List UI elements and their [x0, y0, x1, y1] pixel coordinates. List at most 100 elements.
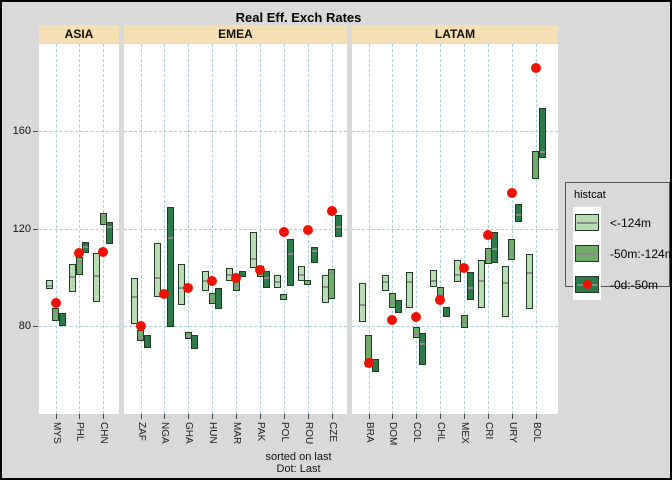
- range-box-light-bol: [525, 254, 533, 309]
- median-line: [94, 274, 100, 277]
- v-gridline: [236, 44, 238, 414]
- median-line: [138, 337, 143, 340]
- median-line: [526, 272, 532, 275]
- median-line: [155, 277, 161, 280]
- range-box-dark-mys: [58, 312, 66, 326]
- x-axis-tick: [140, 414, 142, 419]
- v-gridline: [464, 44, 466, 414]
- v-gridline: [140, 44, 142, 414]
- x-axis-label-hun: HUN: [207, 422, 219, 444]
- h-gridline: [124, 326, 347, 327]
- x-axis-label-gha: GHA: [183, 422, 195, 444]
- median-line: [311, 250, 317, 253]
- range-box-dark-gha: [191, 334, 199, 350]
- median-line: [209, 299, 215, 302]
- h-gridline: [124, 228, 347, 230]
- range-box-dark-cri: [491, 232, 498, 263]
- h-gridline: [352, 228, 558, 230]
- v-gridline: [103, 44, 105, 414]
- range-box-light-cri: [478, 260, 485, 308]
- caption-line-2: Dot: Last: [276, 463, 321, 475]
- range-box-light-rou: [297, 266, 305, 281]
- x-axis-tick: [55, 414, 57, 419]
- x-axis-tick: [188, 414, 190, 419]
- range-box-medium-col: [412, 327, 420, 339]
- median-line: [70, 276, 76, 279]
- legend-item-medium: -50m:-124m: [573, 238, 672, 269]
- range-box-dark-cze: [334, 215, 342, 238]
- median-line: [131, 295, 137, 298]
- range-box-dark-chn: [106, 222, 114, 245]
- range-box-medium-phl: [75, 256, 83, 275]
- range-box-medium-pol: [280, 294, 288, 301]
- median-line: [329, 272, 335, 275]
- x-axis-label-rou: ROU: [302, 422, 314, 445]
- range-box-medium-mex: [460, 315, 468, 329]
- x-axis-label-pak: PAK: [255, 422, 266, 442]
- y-axis-label: 160: [12, 125, 31, 137]
- last-dot-gha: [183, 283, 194, 294]
- legend-item-label: -50m:-124m: [610, 246, 672, 261]
- x-axis-tick: [488, 414, 489, 419]
- x-axis-label-ury: URY: [506, 422, 518, 443]
- y-axis-tick: [33, 326, 38, 327]
- median-line: [335, 226, 341, 229]
- x-axis-label-phl: PHL: [74, 422, 86, 442]
- x-axis-label-zaf: ZAF: [135, 422, 147, 441]
- last-dot-cze: [326, 206, 337, 217]
- v-gridline: [188, 44, 190, 414]
- x-axis-label-dom: DOM: [387, 422, 399, 446]
- x-axis-tick: [368, 414, 370, 419]
- legend-item-label: -0d:-50m: [610, 277, 659, 292]
- legend-item-dark: -0d:-50m: [573, 269, 670, 300]
- x-axis-label-mys: MYS: [50, 422, 62, 444]
- h-gridline: [124, 131, 347, 132]
- range-box-dark-pak: [263, 271, 270, 289]
- v-gridline: [535, 44, 537, 414]
- v-gridline: [164, 44, 166, 414]
- range-box-light-chl: [430, 269, 438, 287]
- last-dot-mex: [459, 262, 470, 273]
- x-axis-tick: [511, 414, 513, 419]
- last-dot-phl: [74, 247, 85, 258]
- last-dot-mys: [50, 297, 61, 308]
- median-line: [359, 304, 365, 307]
- v-gridline: [511, 44, 513, 414]
- x-axis-label-col: COL: [411, 422, 423, 443]
- range-box-dark-phl: [82, 241, 90, 253]
- median-line: [83, 245, 89, 248]
- last-dot-col: [411, 312, 422, 323]
- last-dot-dom: [387, 314, 398, 325]
- median-line: [274, 280, 280, 283]
- y-axis-tick: [33, 131, 38, 132]
- x-axis-label-mar: MAR: [231, 422, 243, 445]
- last-dot-hun: [207, 275, 218, 286]
- median-line: [533, 161, 539, 164]
- facet-strip-emea: EMEA: [124, 25, 347, 43]
- median-line: [468, 287, 474, 289]
- x-axis-tick: [535, 414, 537, 419]
- median-line: [203, 279, 209, 282]
- median-line: [492, 248, 497, 250]
- x-axis-tick: [79, 414, 81, 419]
- median-line: [168, 237, 174, 240]
- range-box-dark-hun: [215, 288, 223, 309]
- x-axis-label-pol: POL: [278, 422, 290, 443]
- last-dot-chl: [435, 295, 446, 306]
- median-line: [76, 261, 82, 264]
- facet-strip-latam: LATAM: [352, 25, 558, 43]
- x-axis-tick: [392, 414, 394, 419]
- last-dot-ury: [506, 188, 517, 199]
- range-box-medium-chn: [99, 212, 107, 225]
- range-box-medium-rou: [304, 279, 312, 285]
- median-line: [515, 213, 521, 216]
- median-line: [227, 273, 233, 276]
- legend-key: [573, 269, 601, 300]
- last-dot-mar: [231, 273, 242, 284]
- range-box-dark-chl: [443, 306, 451, 318]
- last-dot-icon: [582, 280, 592, 289]
- range-box-dark-ury: [514, 204, 522, 223]
- median-line: [179, 287, 185, 289]
- last-dot-zaf: [135, 321, 146, 331]
- v-gridline: [55, 44, 57, 414]
